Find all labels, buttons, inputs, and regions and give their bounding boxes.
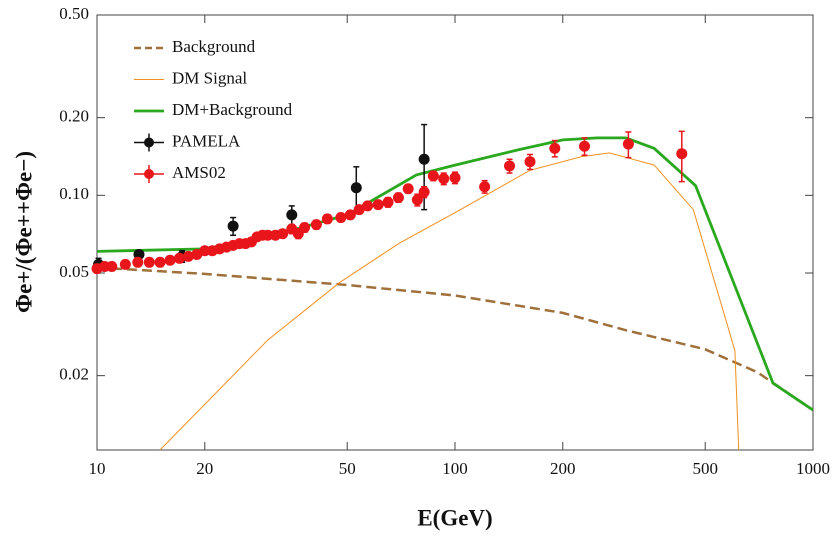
data-point xyxy=(119,258,131,270)
data-point xyxy=(286,209,298,221)
data-point xyxy=(524,156,536,168)
data-point xyxy=(262,229,274,241)
y-tick-label: 0.05 xyxy=(59,262,89,281)
data-point xyxy=(106,260,118,272)
data-point xyxy=(549,142,561,154)
data-point xyxy=(154,256,166,268)
data-point xyxy=(310,219,322,231)
x-tick-label: 20 xyxy=(196,459,213,478)
x-tick-label: 10 xyxy=(89,459,106,478)
y-axis-title: Φe+/(Φe++Φe−) xyxy=(11,151,36,313)
data-point xyxy=(344,209,356,221)
x-tick-label: 500 xyxy=(692,459,718,478)
line xyxy=(97,266,813,412)
line xyxy=(159,152,740,450)
y-tick-label: 0.20 xyxy=(59,107,89,126)
data-point xyxy=(321,213,333,225)
legend-label: Background xyxy=(172,37,256,56)
legend-label: PAMELA xyxy=(172,131,241,150)
x-axis-title: E(GeV) xyxy=(417,505,492,530)
data-point xyxy=(411,194,423,206)
legend-label: DM Signal xyxy=(172,68,247,87)
data-point xyxy=(427,170,439,182)
data-point xyxy=(622,138,634,150)
data-point xyxy=(362,200,374,212)
data-point xyxy=(504,160,516,172)
data-point xyxy=(418,186,430,198)
data-point xyxy=(372,199,384,211)
data-point xyxy=(132,256,144,268)
data-point xyxy=(174,252,186,264)
x-tick-label: 100 xyxy=(442,459,468,478)
legend-label: AMS02 xyxy=(172,163,226,182)
x-tick-label: 1000 xyxy=(796,459,830,478)
legend-swatch xyxy=(144,169,154,179)
data-point xyxy=(182,250,194,262)
data-point xyxy=(350,182,362,194)
data-point xyxy=(199,245,211,257)
data-point xyxy=(353,204,365,216)
legend-swatch xyxy=(144,137,154,148)
data-point xyxy=(402,183,414,195)
data-point xyxy=(335,212,347,224)
data-point xyxy=(227,220,239,232)
legend-label: DM+Background xyxy=(172,100,293,119)
data-point xyxy=(479,181,491,193)
data-point xyxy=(164,254,176,266)
x-tick-label: 200 xyxy=(550,459,576,478)
y-tick-label: 0.02 xyxy=(59,365,89,384)
data-point xyxy=(418,153,430,165)
data-point xyxy=(299,222,311,234)
data-point xyxy=(143,256,155,268)
data-point xyxy=(382,196,394,208)
data-point xyxy=(438,173,450,185)
data-point xyxy=(392,192,404,204)
y-tick-label: 0.10 xyxy=(59,184,89,203)
x-tick-label: 50 xyxy=(339,459,356,478)
data-point xyxy=(277,228,289,240)
legend-box xyxy=(129,30,371,190)
data-point xyxy=(578,140,590,152)
data-point xyxy=(449,172,461,184)
y-tick-label: 0.50 xyxy=(59,4,89,23)
data-point xyxy=(676,148,688,160)
